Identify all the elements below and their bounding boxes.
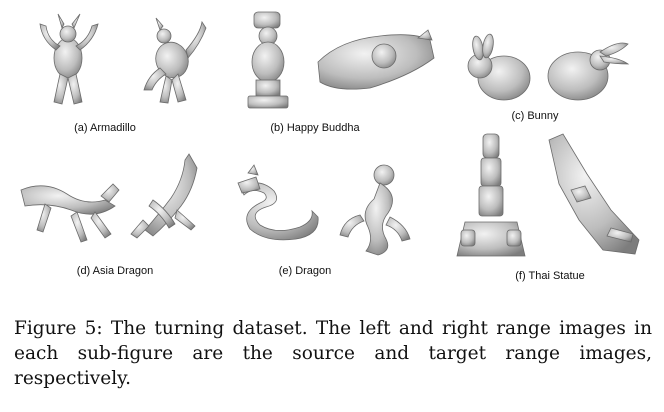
subfigure-label: (c) Bunny (511, 110, 559, 122)
subfigure-happy-buddha: (b) Happy Buddha (240, 10, 440, 134)
figure-caption: Figure 5: The turning dataset. The left … (14, 318, 652, 389)
subfigure-label: (b) Happy Buddha (270, 122, 360, 134)
subfigure-asia-dragon: (d) Asia Dragon (15, 150, 225, 280)
subfigure-dragon: (e) Dragon (230, 155, 430, 280)
asia-dragon-source-image (20, 183, 120, 243)
subfigure-bunny: (c) Bunny (460, 30, 640, 122)
subfigure-label: (d) Asia Dragon (76, 265, 154, 277)
buddha-source-image (247, 11, 289, 109)
thai-statue-source-image (456, 133, 526, 257)
dragon-source-image (237, 164, 319, 241)
subfigure-label: (e) Dragon (278, 265, 332, 277)
dragon-target-image (339, 164, 411, 256)
bunny-source-image (467, 33, 531, 101)
subfigure-armadillo: (a) Armadillo (30, 10, 210, 134)
thai-statue-target-image (548, 133, 640, 255)
subfigure-label: (a) Armadillo (74, 122, 136, 134)
armadillo-target-image (143, 17, 207, 104)
armadillo-source-image (39, 13, 99, 105)
subfigure-thai-statue: (f) Thai Statue (455, 130, 655, 285)
buddha-target-image (317, 29, 435, 90)
bunny-target-image (547, 42, 630, 101)
subfigure-label: (f) Thai Statue (515, 270, 585, 282)
asia-dragon-target-image (130, 153, 198, 239)
